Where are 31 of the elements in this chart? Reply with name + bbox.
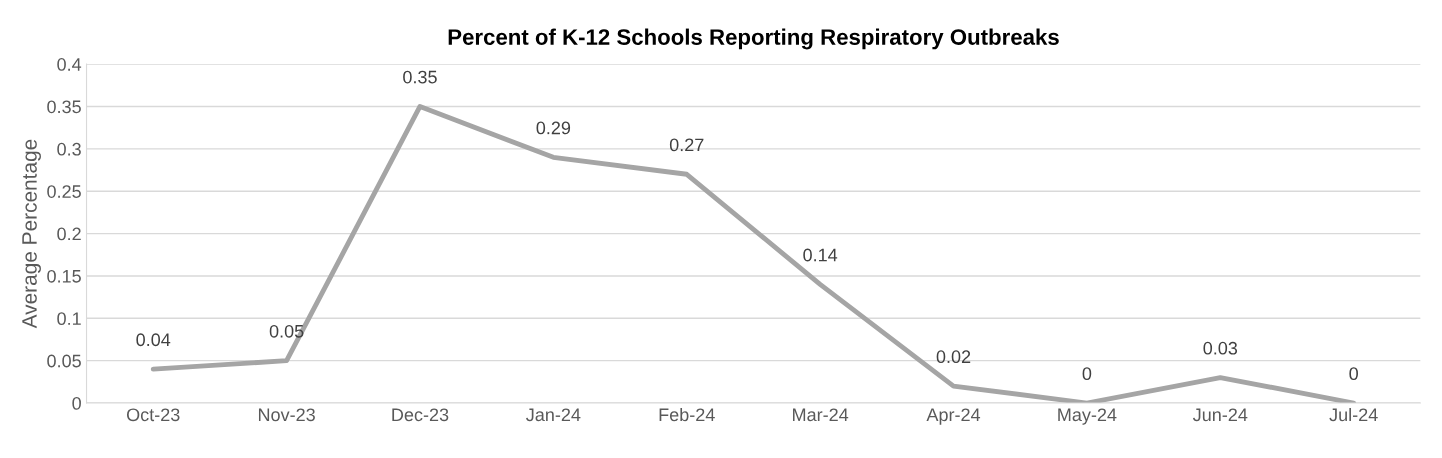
chart-title: Percent of K-12 Schools Reporting Respiratory Outbreaks <box>448 28 1059 50</box>
y-tick-label: 0.3 <box>57 142 81 156</box>
x-tick-label: Jul-24 <box>1329 407 1378 422</box>
y-tick-label: 0.4 <box>57 58 82 71</box>
data-label: 0.14 <box>803 248 838 262</box>
data-label: 0.02 <box>936 350 971 364</box>
data-label: 0.35 <box>403 70 437 84</box>
y-tick-label: 0 <box>72 396 81 410</box>
x-tick-label: Mar-24 <box>793 408 849 422</box>
y-tick-label: 0.15 <box>47 269 81 283</box>
x-tick-label: Jun-24 <box>1192 408 1248 422</box>
x-tick-label: Nov-23 <box>258 408 315 422</box>
data-label: 0.29 <box>536 121 571 135</box>
x-tick-label: Jan-24 <box>526 408 581 422</box>
y-axis-title: Average Percentage <box>22 139 41 329</box>
data-label: 0.03 <box>1203 341 1238 355</box>
x-tick-label: Oct-23 <box>126 408 180 422</box>
y-tick-label: 0.2 <box>57 227 81 241</box>
y-tick-label: 0.25 <box>47 185 81 198</box>
data-label: 0.04 <box>136 333 171 347</box>
y-tick-label: 0.35 <box>47 100 81 114</box>
x-tick-label: Dec-23 <box>392 408 449 422</box>
data-label: 0.05 <box>269 324 304 338</box>
x-tick-label: May-24 <box>1058 408 1117 425</box>
y-tick-label: 0.05 <box>47 354 81 368</box>
data-label: 0 <box>1082 367 1092 381</box>
x-tick-label: Feb-24 <box>659 407 715 422</box>
y-tick-label: 0.1 <box>57 312 81 326</box>
x-tick-label: Apr-24 <box>926 408 981 425</box>
data-label: 0.27 <box>669 138 704 152</box>
data-label: 0 <box>1349 367 1358 381</box>
